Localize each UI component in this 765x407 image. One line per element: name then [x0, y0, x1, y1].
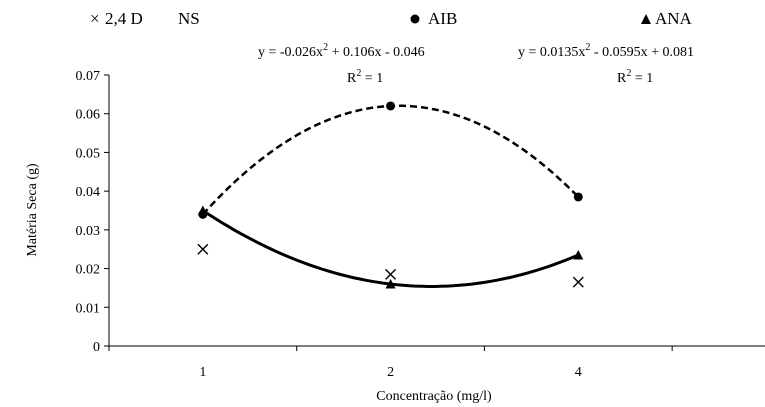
aib-point [573, 192, 583, 202]
x-tick-label: 2 [387, 365, 394, 380]
d24-point [572, 276, 584, 288]
trendline-aib [201, 104, 580, 216]
x-tick-label: 1 [199, 365, 206, 380]
y-tick-label: 0.06 [76, 108, 101, 123]
legend-triangle-marker [641, 14, 651, 24]
ana-point [385, 279, 396, 289]
y-tick-label: 0.05 [76, 146, 101, 161]
ana-point [573, 250, 584, 260]
legend: × 2,4 D NS AIB ANA [90, 9, 693, 28]
trendlines [201, 104, 580, 288]
legend-x-marker: × [90, 9, 100, 28]
legend-circle-marker [410, 14, 420, 24]
y-ticks: 0 0.01 0.02 0.03 0.04 0.05 0.06 0.07 [76, 69, 109, 355]
y-tick-label: 0.01 [76, 301, 101, 316]
equations: y = -0.026x2 + 0.106x - 0.046 R2 = 1 y =… [258, 42, 694, 86]
aib-equation: y = -0.026x2 + 0.106x - 0.046 [258, 42, 425, 60]
y-tick-label: 0 [93, 340, 100, 355]
ana-point [197, 205, 208, 215]
aib-r2: R2 = 1 [347, 68, 383, 86]
y-tick-label: 0.02 [76, 263, 101, 278]
ana-r2: R2 = 1 [617, 68, 653, 86]
x-axis-label: Concentração (mg/l) [376, 389, 492, 404]
legend-series-1-label: 2,4 D [105, 9, 143, 28]
y-tick-label: 0.03 [76, 224, 101, 239]
x-tick-label: 4 [575, 365, 582, 380]
legend-series-3-label: ANA [655, 9, 693, 28]
y-axis-label: Matéria Seca (g) [25, 163, 40, 257]
x-ticks: 1 2 4 [108, 346, 673, 380]
legend-series-1-note: NS [178, 9, 200, 28]
d24-point [197, 243, 209, 255]
data-markers [197, 101, 584, 289]
y-tick-label: 0.07 [76, 69, 101, 84]
ana-equation: y = 0.0135x2 - 0.0595x + 0.081 [518, 42, 694, 60]
y-tick-label: 0.04 [76, 185, 101, 200]
legend-series-2-label: AIB [428, 9, 457, 28]
aib-point [386, 101, 396, 111]
d24-point [385, 268, 397, 280]
